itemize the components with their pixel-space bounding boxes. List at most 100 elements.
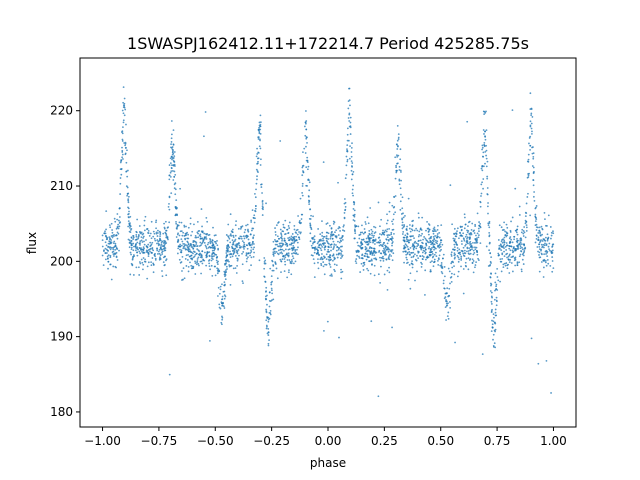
data-point	[260, 158, 262, 161]
data-point	[334, 270, 336, 273]
data-point	[343, 230, 346, 232]
data-point	[409, 246, 412, 249]
data-point	[542, 246, 545, 249]
data-point	[223, 281, 226, 284]
data-point	[293, 235, 296, 238]
data-point	[325, 235, 328, 237]
data-point	[246, 235, 249, 238]
data-point	[424, 294, 426, 296]
data-point	[183, 224, 186, 227]
data-point	[196, 261, 198, 264]
data-point	[186, 237, 189, 240]
data-point	[471, 246, 474, 249]
data-point	[544, 218, 546, 221]
data-point	[163, 226, 166, 229]
data-point	[456, 255, 459, 257]
data-point	[433, 253, 436, 256]
data-point	[254, 209, 256, 212]
data-point	[126, 186, 129, 189]
y-axis-label: flux	[25, 232, 39, 254]
data-point	[523, 249, 526, 252]
data-point	[481, 144, 484, 147]
data-point	[387, 257, 390, 260]
data-point	[249, 244, 252, 247]
data-point	[308, 199, 310, 202]
data-point	[288, 269, 290, 272]
data-point	[329, 236, 332, 238]
data-point	[160, 248, 163, 251]
data-point	[135, 242, 138, 245]
data-point	[364, 223, 367, 225]
data-point	[257, 157, 260, 160]
data-point	[194, 260, 196, 263]
data-point	[191, 230, 194, 233]
data-point	[291, 236, 294, 239]
data-point	[534, 220, 537, 223]
data-point	[183, 235, 186, 237]
data-point	[531, 152, 534, 155]
data-point	[314, 247, 316, 250]
data-point	[264, 281, 267, 283]
data-point	[221, 318, 224, 321]
data-point	[331, 275, 333, 277]
data-point	[537, 250, 539, 253]
data-point	[350, 146, 353, 149]
data-point	[485, 245, 488, 248]
data-point	[193, 244, 196, 247]
data-point	[367, 222, 370, 225]
data-point	[106, 255, 109, 258]
data-point	[194, 262, 197, 265]
data-point	[185, 254, 188, 257]
data-point	[125, 123, 127, 126]
data-point	[287, 252, 290, 255]
data-point	[252, 216, 255, 219]
data-point	[225, 252, 228, 254]
data-point	[483, 113, 486, 116]
data-point	[426, 221, 428, 223]
data-point	[328, 259, 331, 262]
data-point	[159, 238, 162, 241]
data-point	[330, 243, 333, 246]
data-point	[494, 321, 496, 324]
data-point	[292, 247, 295, 250]
data-point	[241, 252, 243, 255]
data-point	[391, 249, 394, 251]
data-point	[161, 253, 164, 255]
data-point	[161, 250, 164, 253]
data-point	[409, 230, 412, 233]
data-point	[500, 270, 503, 273]
data-point	[493, 316, 495, 319]
data-point	[154, 239, 157, 242]
data-point	[492, 338, 494, 341]
data-point	[115, 256, 118, 259]
data-point	[547, 245, 550, 248]
data-point	[284, 243, 287, 246]
data-point	[421, 242, 424, 245]
data-point	[170, 143, 172, 146]
data-point	[283, 226, 286, 229]
data-point	[460, 259, 463, 261]
data-point	[135, 233, 138, 236]
data-point	[267, 320, 270, 323]
data-point	[250, 264, 252, 267]
data-point	[258, 121, 261, 124]
data-point	[159, 258, 162, 260]
data-point	[416, 229, 419, 232]
data-point	[503, 262, 506, 265]
data-point	[461, 243, 463, 245]
data-point	[194, 253, 197, 256]
data-point	[367, 256, 370, 259]
data-point	[107, 254, 110, 256]
data-point	[374, 226, 377, 229]
data-point	[528, 137, 531, 139]
data-point	[160, 243, 163, 246]
data-point	[546, 259, 549, 261]
data-point	[265, 311, 268, 314]
data-point	[259, 132, 262, 135]
data-point	[463, 227, 466, 230]
data-point	[550, 231, 553, 234]
data-point	[256, 175, 258, 178]
data-point	[213, 249, 216, 252]
data-point	[434, 239, 437, 242]
data-point	[513, 259, 516, 262]
